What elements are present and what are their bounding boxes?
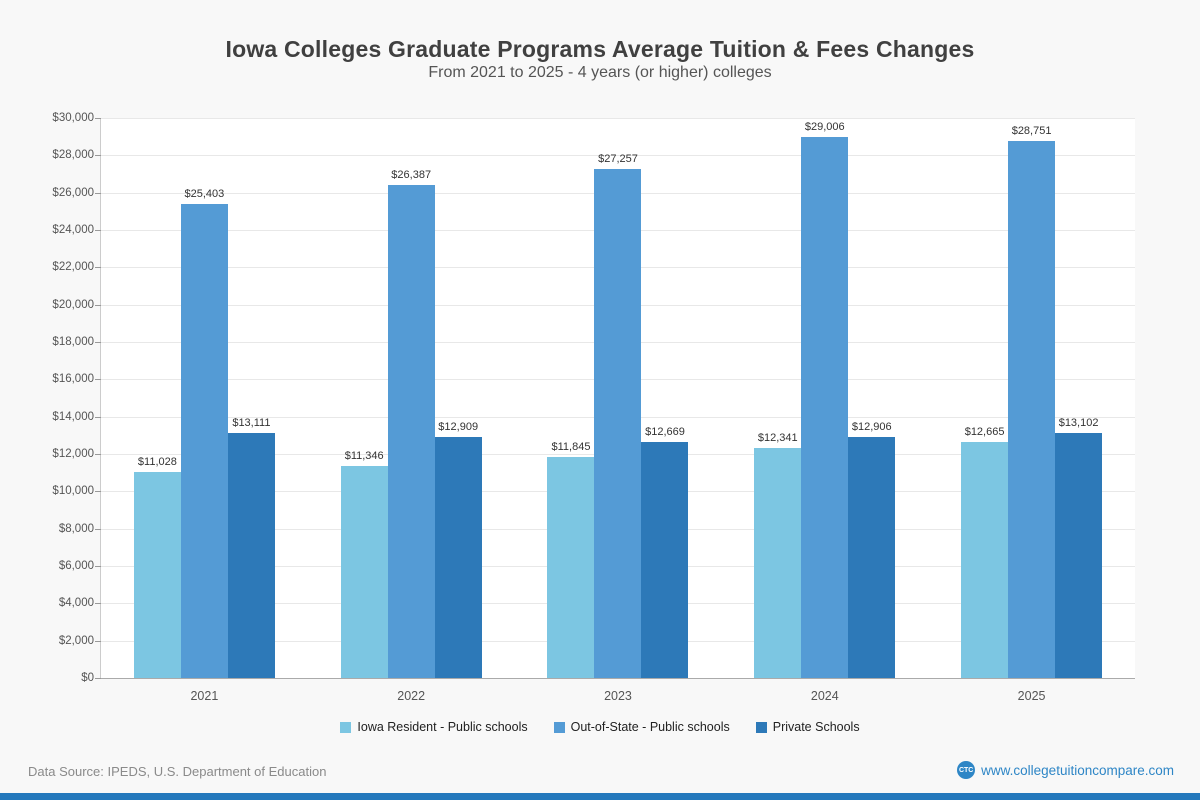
bar-value-label: $12,906 [851,421,892,434]
bar: $13,102 [1055,417,1103,678]
y-axis-tick [95,640,101,642]
bar-value-label: $12,669 [645,425,685,438]
bar-group: $11,028 $25,403 $13,111 2021 [101,118,308,703]
bar-group: $12,341 $29,006 $12,906 2024 [721,118,928,703]
y-axis-label: $2,000 [58,634,94,647]
bar: $12,665 [961,426,1009,678]
y-axis-label: $4,000 [58,597,94,610]
bar: $25,403 [180,188,228,678]
bar-value-label: $11,845 [551,440,591,453]
bar: $12,906 [848,421,896,678]
bar-group: $11,346 $26,387 $12,909 2022 [308,118,515,703]
website-credit[interactable]: CTC www.collegetuitioncompare.com [957,761,1174,779]
y-axis-label: $18,000 [52,336,94,348]
y-axis-label: $12,000 [52,448,94,460]
y-axis-label: $10,000 [52,485,94,498]
bottom-accent-bar [0,793,1200,800]
bar-value-label: $11,346 [344,450,384,463]
y-axis-tick [95,118,101,119]
bar-value-label: $13,111 [232,417,271,430]
y-axis-tick [95,155,101,157]
y-axis-tick [95,342,101,343]
bar: $29,006 [801,121,849,678]
x-axis-category-label: 2025 [1017,689,1046,703]
plot-area: $0 $2,000 $4,000 $6,000 $8,000 $10,000 $12,000… [52,112,1135,703]
y-axis-tick [95,230,101,231]
bar-value-label: $12,341 [757,431,798,444]
y-axis-label: $6,000 [58,560,94,572]
y-axis-tick [95,528,101,530]
y-axis-label: $20,000 [52,298,94,311]
y-axis-label: $16,000 [52,373,94,386]
y-axis-tick [95,379,101,381]
y-axis-tick [95,603,101,605]
bar: $11,845 [547,441,595,678]
x-axis-category-label: 2021 [190,689,219,703]
y-axis-label: $22,000 [52,261,94,274]
bar-value-label: $26,387 [391,169,432,182]
y-axis-label: $26,000 [52,186,94,199]
gridline [101,155,1135,157]
bar: $12,341 [754,432,802,678]
legend-label: Out-of-State - Public schools [570,720,730,734]
y-axis-label: $24,000 [52,224,94,236]
chart-subtitle: From 2021 to 2025 - 4 years (or higher) … [428,64,772,81]
bar: $28,751 [1008,125,1056,678]
ctc-logo-icon: CTC [957,761,976,779]
y-axis-tick [95,491,101,493]
legend: Iowa Resident - Public schools Out-of-Sta… [0,720,1200,734]
bar-groups: $11,028 $25,403 $13,111 2021 $11,346 $26,387 $… [101,118,1135,703]
chart-title: Iowa Colleges Graduate Programs Average … [225,36,975,62]
bar-value-label: $25,403 [184,187,225,200]
y-axis-label: $0 [81,672,94,684]
bar-group: $12,665 $28,751 $13,102 2025 [928,118,1135,703]
bar: $11,346 [340,450,388,678]
bar-value-label: $12,909 [438,421,479,434]
bar: $12,909 [434,421,482,678]
y-axis-tick [95,267,101,269]
bar-value-label: $11,028 [137,456,177,469]
legend-swatch-icon [553,721,565,733]
y-axis-tick [95,304,101,306]
bar-value-label: $28,751 [1011,125,1052,138]
bar-value-label: $27,257 [598,153,638,166]
y-axis-label: $8,000 [58,522,94,535]
y-axis-tick [95,454,101,455]
bar: $11,028 [133,456,181,678]
x-axis-category-label: 2024 [810,689,839,703]
y-axis-label: $30,000 [52,112,94,124]
legend-label: Iowa Resident - Public schools [357,720,528,734]
data-source-note: Data Source: IPEDS, U.S. Department of E… [28,764,327,779]
legend-item: Private Schools [755,720,860,734]
y-axis-label: $14,000 [52,410,94,423]
bar: $12,669 [641,426,689,678]
bar: $27,257 [594,153,642,678]
legend-label: Private Schools [772,720,860,734]
x-axis-category-label: 2023 [604,689,632,703]
y-axis-tick [95,192,101,194]
y-axis-tick [95,416,101,418]
y-axis-tick [95,566,101,567]
bar: $26,387 [387,169,435,678]
website-url[interactable]: www.collegetuitioncompare.com [981,762,1174,778]
gridline [101,118,1135,119]
y-axis-label: $28,000 [52,149,94,162]
x-axis-category-label: 2022 [397,689,426,703]
y-axis-tick [95,678,101,679]
bar-group: $11,845 $27,257 $12,669 2023 [515,118,722,703]
bar-value-label: $13,102 [1058,417,1099,430]
bar-value-label: $12,665 [964,425,1005,438]
bar-value-label: $29,006 [804,120,845,133]
legend-item: Iowa Resident - Public schools [340,720,528,734]
legend-swatch-icon [755,721,767,733]
legend-item: Out-of-State - Public schools [553,720,730,734]
legend-swatch-icon [340,721,352,733]
bar: $13,111 [227,417,275,678]
